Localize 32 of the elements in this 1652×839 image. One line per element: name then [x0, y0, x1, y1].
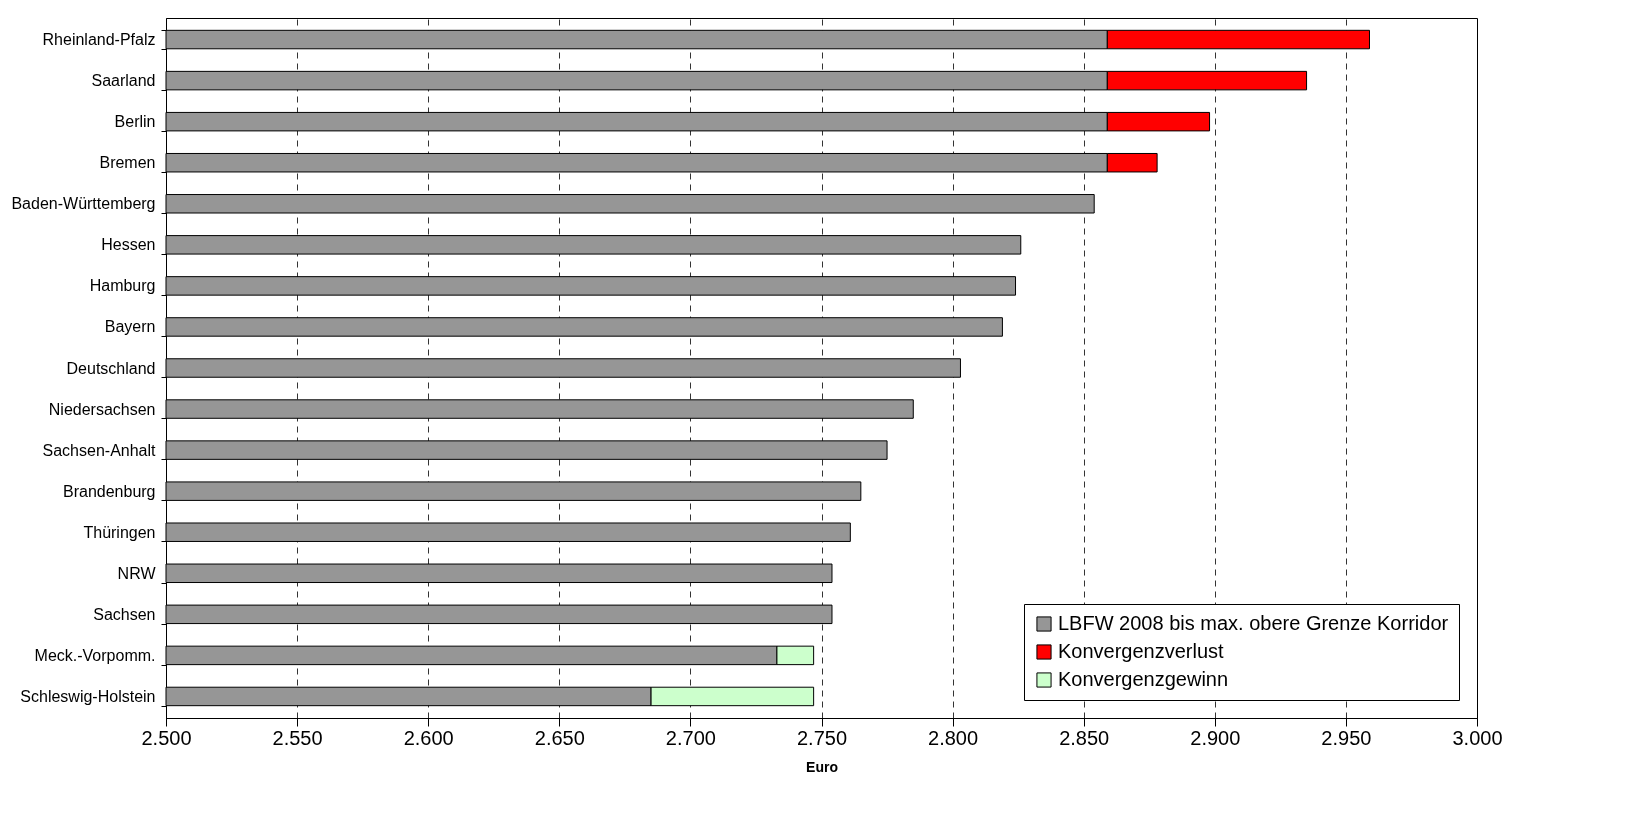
y-tick-label: Meck.-Vorpomm.	[34, 646, 156, 664]
x-tick-label: 3.000	[1452, 726, 1503, 749]
y-tick-label: Hamburg	[89, 277, 156, 295]
x-tick-label: 2.650	[534, 726, 585, 749]
y-tick-label: Brandenburg	[62, 482, 156, 500]
x-tick-label: 2.500	[141, 726, 192, 749]
y-tick-label: Saarland	[91, 72, 156, 90]
y-tick-label: Deutschland	[66, 359, 156, 377]
legend-label: LBFW 2008 bis max. obere Grenze Korridor	[1058, 612, 1449, 634]
x-tick-label: 2.550	[272, 726, 323, 749]
x-tick-label: 2.750	[796, 726, 848, 749]
y-tick-label: Berlin	[114, 113, 156, 131]
x-tick-label: 2.800	[928, 726, 979, 749]
legend-label: Konvergenzverlust	[1058, 640, 1225, 662]
y-tick-label: Sachsen-Anhalt	[42, 441, 157, 459]
y-tick-label: Niedersachsen	[48, 400, 156, 418]
y-tick-label: Hessen	[101, 236, 156, 254]
legend-label: Konvergenzgewinn	[1058, 668, 1229, 690]
x-axis-title: Euro	[806, 758, 838, 775]
y-tick-label: Schleswig-Holstein	[20, 687, 156, 705]
y-tick-label: Sachsen	[93, 605, 156, 623]
x-tick-label: 2.700	[665, 726, 716, 749]
y-tick-label: Baden-Württemberg	[11, 195, 156, 213]
y-tick-label: Thüringen	[83, 523, 156, 541]
x-tick-label: 2.900	[1190, 726, 1241, 749]
y-tick-label: Rheinland-Pfalz	[42, 31, 156, 49]
x-tick-label: 2.850	[1059, 726, 1110, 749]
y-tick-label: Bremen	[99, 154, 156, 172]
x-tick-label: 2.600	[403, 726, 454, 749]
x-tick-label: 2.950	[1321, 726, 1372, 749]
y-tick-label: NRW	[117, 564, 157, 582]
y-tick-label: Bayern	[104, 318, 156, 336]
